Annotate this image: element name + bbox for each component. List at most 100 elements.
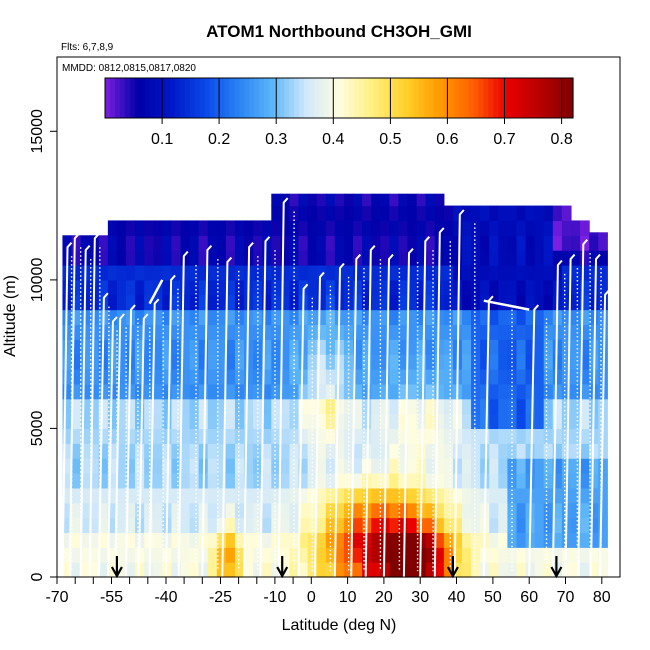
heat-cell bbox=[371, 547, 381, 563]
heat-cell bbox=[262, 265, 272, 281]
heat-cell bbox=[543, 473, 554, 489]
heat-cell bbox=[135, 428, 145, 444]
heat-cell bbox=[434, 383, 445, 400]
heat-cell bbox=[498, 487, 508, 504]
heat-cell bbox=[316, 324, 327, 340]
colorbar-swatch bbox=[428, 78, 435, 118]
heat-cell bbox=[253, 235, 263, 251]
heat-cell bbox=[153, 324, 163, 340]
heat-cell bbox=[216, 532, 227, 548]
heat-cell bbox=[362, 265, 372, 281]
heat-cell bbox=[353, 562, 363, 578]
heat-cell bbox=[434, 547, 445, 563]
heat-cell bbox=[116, 339, 127, 355]
heat-cell bbox=[280, 265, 291, 281]
heat-cell bbox=[580, 502, 590, 519]
heat-cell bbox=[80, 502, 91, 519]
heat-cell bbox=[371, 532, 381, 548]
heat-cell bbox=[534, 532, 545, 548]
heat-cell bbox=[126, 458, 136, 474]
heat-cell bbox=[298, 443, 309, 459]
heat-cell bbox=[498, 279, 508, 296]
heat-cell bbox=[498, 294, 508, 311]
heat-cell bbox=[452, 235, 463, 251]
heat-cell bbox=[462, 458, 472, 474]
x-tick-label: 50 bbox=[484, 589, 502, 606]
heat-cell bbox=[425, 220, 436, 236]
heat-cell bbox=[198, 562, 209, 578]
heat-cell bbox=[407, 547, 418, 563]
heat-cell bbox=[462, 547, 472, 563]
heat-cell bbox=[325, 517, 336, 534]
heat-cell bbox=[171, 235, 182, 251]
heat-cell bbox=[216, 398, 227, 415]
heat-cell bbox=[234, 354, 245, 370]
heat-cell bbox=[416, 220, 427, 236]
heat-cell bbox=[489, 354, 499, 370]
heat-cell bbox=[144, 398, 154, 415]
heat-cell bbox=[262, 473, 272, 489]
heat-cell bbox=[298, 265, 309, 281]
heat-cell bbox=[398, 279, 409, 296]
heat-cell bbox=[216, 369, 227, 385]
arrow-marker-layer bbox=[110, 556, 563, 579]
x-tick-label: 10 bbox=[339, 589, 357, 606]
heat-cell bbox=[107, 383, 118, 400]
heat-cell bbox=[353, 502, 363, 519]
heat-cell bbox=[570, 487, 581, 504]
heat-cell bbox=[180, 279, 191, 296]
heat-cell bbox=[280, 354, 291, 370]
heat-cell bbox=[471, 339, 481, 355]
heat-cell bbox=[98, 517, 109, 534]
heat-cell bbox=[180, 220, 191, 236]
heat-cell bbox=[280, 235, 291, 251]
heat-cell bbox=[489, 547, 499, 563]
heat-cell bbox=[107, 265, 118, 281]
heat-cell bbox=[62, 413, 73, 430]
heat-cell bbox=[543, 235, 554, 251]
heat-cell bbox=[316, 443, 327, 459]
colorbar-swatch bbox=[398, 78, 405, 118]
heat-cell bbox=[116, 547, 127, 563]
heat-cell bbox=[225, 502, 236, 519]
heat-cell bbox=[198, 339, 209, 355]
heat-cell bbox=[462, 562, 472, 578]
heat-cell bbox=[171, 458, 182, 474]
heat-cell bbox=[280, 294, 291, 311]
heat-cell bbox=[207, 398, 218, 415]
heat-cell bbox=[371, 473, 381, 489]
heat-cell bbox=[561, 369, 572, 385]
heat-cell bbox=[471, 279, 481, 296]
heat-cell bbox=[516, 413, 527, 430]
heat-cell bbox=[334, 205, 345, 222]
heat-cell bbox=[343, 547, 354, 563]
heat-cell bbox=[580, 324, 590, 340]
chart-title: ATOM1 Northbound CH3OH_GMI bbox=[206, 22, 472, 41]
heat-cell bbox=[98, 502, 109, 519]
heat-cell bbox=[262, 443, 272, 459]
heat-cell bbox=[407, 294, 418, 311]
heat-cell bbox=[489, 309, 499, 326]
heat-cell bbox=[371, 413, 381, 430]
heat-cell bbox=[580, 398, 590, 415]
heat-cell bbox=[380, 193, 390, 207]
heat-cell bbox=[135, 235, 145, 251]
heat-cell bbox=[289, 517, 300, 534]
heat-cell bbox=[80, 487, 91, 504]
heat-cell bbox=[434, 369, 445, 385]
heat-cell bbox=[171, 443, 182, 459]
heat-cell bbox=[316, 309, 327, 326]
heat-cell bbox=[561, 383, 572, 400]
heat-cell bbox=[325, 487, 336, 504]
heat-cell bbox=[107, 443, 118, 459]
heat-cell bbox=[462, 339, 472, 355]
heat-cell bbox=[362, 294, 372, 311]
heat-cell bbox=[389, 250, 400, 266]
heat-cell bbox=[316, 339, 327, 355]
heat-cell bbox=[443, 250, 454, 266]
heat-cell bbox=[126, 383, 136, 400]
heat-cell bbox=[425, 265, 436, 281]
heat-cell bbox=[280, 458, 291, 474]
heat-cell bbox=[471, 413, 481, 430]
heat-cell bbox=[380, 428, 390, 444]
